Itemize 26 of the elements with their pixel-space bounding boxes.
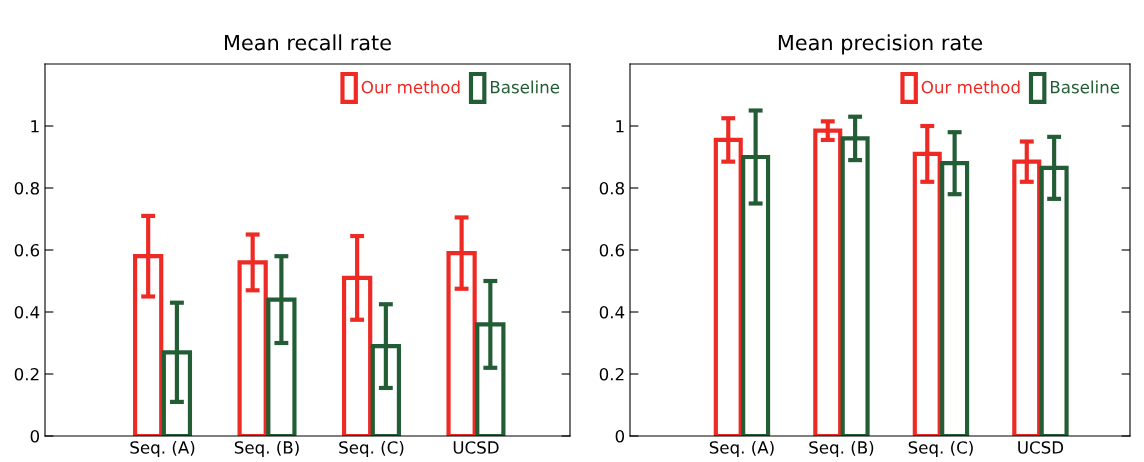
x-tick-label: Seq. (B) [234, 440, 299, 457]
y-tick-label: 0.6 [14, 243, 40, 257]
x-tick-label: UCSD [453, 441, 499, 454]
chart-title: Mean precision rate [778, 34, 983, 55]
x-tick-label: Seq. (A) [709, 440, 774, 457]
y-tick-label: 0 [30, 429, 40, 443]
chart-title: Mean recall rate [225, 34, 391, 51]
x-tick-label: Seq. (B) [809, 440, 874, 457]
y-tick-label: 0.4 [599, 305, 625, 319]
x-tick-label: Seq. (A) [130, 440, 195, 457]
y-tick-label: 0.2 [599, 367, 624, 381]
x-tick-label: UCSD [1018, 441, 1064, 454]
x-tick-label: Seq. (C) [339, 440, 404, 457]
y-tick-label: 0.2 [14, 367, 39, 381]
legend-label: Baseline [1050, 80, 1120, 94]
y-tick-label: 0.4 [14, 305, 40, 319]
y-tick-label: 0.8 [599, 181, 624, 195]
y-tick-label: 1 [616, 120, 624, 133]
y-tick-label: 0.6 [599, 243, 625, 257]
y-tick-label: 0.8 [14, 181, 39, 195]
legend-label: Our method [361, 80, 460, 94]
legend-label: Our method [921, 80, 1020, 94]
y-tick-label: 0 [615, 429, 625, 443]
x-tick-label: Seq. (C) [908, 440, 973, 457]
y-tick-label: 1 [31, 120, 39, 133]
legend-label: Baseline [490, 80, 560, 94]
